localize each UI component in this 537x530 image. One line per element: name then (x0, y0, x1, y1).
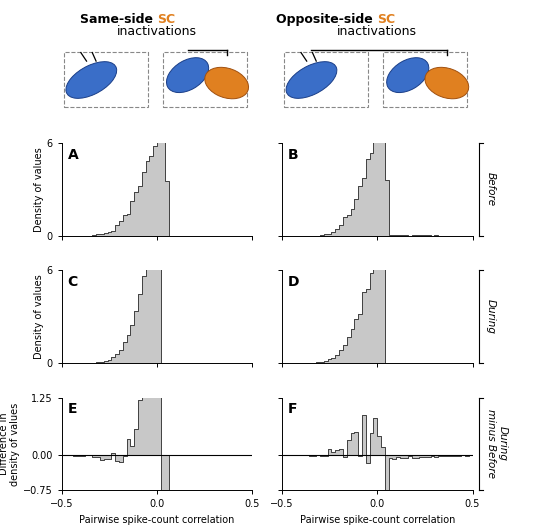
Y-axis label: Density of values: Density of values (34, 275, 44, 359)
Text: Same-side: Same-side (79, 13, 157, 26)
Ellipse shape (286, 61, 337, 99)
Ellipse shape (205, 67, 249, 99)
Text: Opposite-side: Opposite-side (276, 13, 377, 26)
Text: E: E (68, 402, 77, 416)
Text: SC: SC (157, 13, 175, 26)
X-axis label: Pairwise spike-count correlation: Pairwise spike-count correlation (79, 515, 235, 525)
Ellipse shape (387, 58, 429, 93)
FancyBboxPatch shape (284, 52, 368, 107)
Text: C: C (68, 275, 78, 289)
Text: Before: Before (486, 172, 496, 207)
Text: SC: SC (377, 13, 395, 26)
FancyBboxPatch shape (64, 52, 148, 107)
X-axis label: Pairwise spike-count correlation: Pairwise spike-count correlation (300, 515, 455, 525)
Ellipse shape (166, 58, 209, 93)
Ellipse shape (66, 61, 117, 99)
Text: During: During (486, 299, 496, 334)
Text: D: D (288, 275, 299, 289)
Text: inactivations: inactivations (117, 25, 197, 38)
Y-axis label: Difference in
density of values: Difference in density of values (0, 402, 20, 485)
Text: During
minus Before: During minus Before (486, 409, 507, 479)
FancyBboxPatch shape (383, 52, 467, 107)
Y-axis label: Density of values: Density of values (34, 147, 44, 232)
Text: A: A (68, 148, 78, 162)
Text: inactivations: inactivations (337, 25, 417, 38)
Ellipse shape (425, 67, 469, 99)
Text: F: F (288, 402, 297, 416)
Text: B: B (288, 148, 298, 162)
FancyBboxPatch shape (163, 52, 246, 107)
